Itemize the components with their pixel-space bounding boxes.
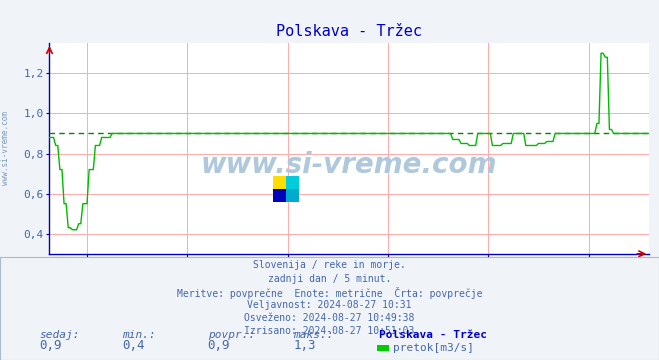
Text: Meritve: povprečne  Enote: metrične  Črta: povprečje: Meritve: povprečne Enote: metrične Črta:… — [177, 287, 482, 299]
Bar — [273, 176, 286, 189]
Text: www.si-vreme.com: www.si-vreme.com — [1, 111, 10, 185]
Text: Veljavnost: 2024-08-27 10:31: Veljavnost: 2024-08-27 10:31 — [247, 300, 412, 310]
Text: povpr.:: povpr.: — [208, 330, 255, 340]
Text: Izrisano: 2024-08-27 10:51:03: Izrisano: 2024-08-27 10:51:03 — [244, 326, 415, 336]
Text: sedaj:: sedaj: — [40, 330, 80, 340]
Title: Polskava - Tržec: Polskava - Tržec — [276, 24, 422, 39]
Text: min.:: min.: — [122, 330, 156, 340]
Bar — [273, 189, 286, 202]
Text: 0,4: 0,4 — [122, 339, 144, 352]
Text: pretok[m3/s]: pretok[m3/s] — [393, 343, 474, 354]
Text: Slovenija / reke in morje.: Slovenija / reke in morje. — [253, 260, 406, 270]
Text: 0,9: 0,9 — [40, 339, 62, 352]
Text: Osveženo: 2024-08-27 10:49:38: Osveženo: 2024-08-27 10:49:38 — [244, 313, 415, 323]
Text: zadnji dan / 5 minut.: zadnji dan / 5 minut. — [268, 274, 391, 284]
Text: 0,9: 0,9 — [208, 339, 230, 352]
Text: maks.:: maks.: — [293, 330, 333, 340]
Text: Polskava - Tržec: Polskava - Tržec — [379, 330, 487, 340]
Bar — [286, 176, 299, 189]
Bar — [286, 189, 299, 202]
Text: 1,3: 1,3 — [293, 339, 316, 352]
Text: www.si-vreme.com: www.si-vreme.com — [201, 151, 498, 179]
